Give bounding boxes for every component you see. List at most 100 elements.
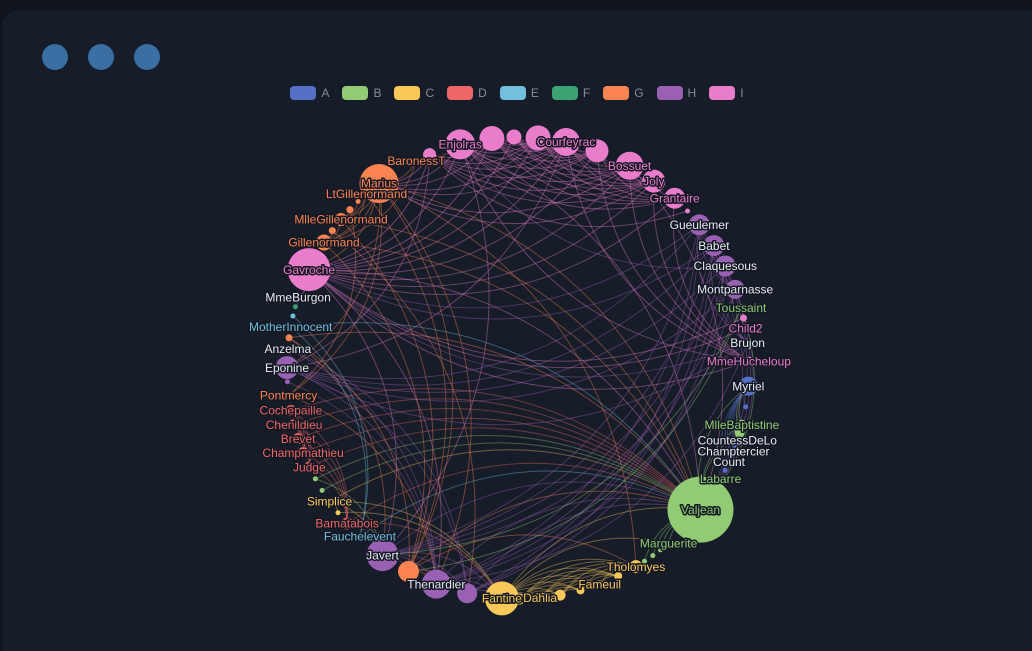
graph-node-Perpetue[interactable] <box>335 510 341 516</box>
graph-node-Bamatabois[interactable] <box>341 517 354 530</box>
window-dot-2[interactable] <box>88 44 114 70</box>
graph-node-Jondrette[interactable] <box>292 304 298 310</box>
window-dot-1[interactable] <box>42 44 68 70</box>
graph-node-Gueulemer[interactable] <box>688 214 710 236</box>
graph-node-Enjolras[interactable] <box>445 129 476 160</box>
graph-node-Blacheville[interactable] <box>576 586 585 595</box>
graph-node-MmeMagloire[interactable] <box>734 427 745 438</box>
graph-node-Child1[interactable] <box>740 314 747 322</box>
graph-node-MmeBurgon[interactable] <box>294 293 302 301</box>
graph-node-Dahlia[interactable] <box>534 592 546 604</box>
graph-node-Courfeyrac[interactable] <box>552 128 580 156</box>
graph-node-Napoleon[interactable] <box>743 404 749 410</box>
graph-node-MlleBaptistine[interactable] <box>736 419 747 430</box>
graph-node-Marius[interactable] <box>359 164 399 203</box>
graph-node-Judge[interactable] <box>303 461 315 473</box>
graph-node-Valjean[interactable] <box>667 476 734 543</box>
graph-node-Toussaint[interactable] <box>737 304 745 312</box>
graph-node-Grantaire[interactable] <box>664 187 686 209</box>
legend-item-G[interactable]: G <box>603 86 644 100</box>
graph-node-Labarre[interactable] <box>718 476 724 482</box>
graph-node-Pontmercy[interactable] <box>285 391 293 399</box>
graph-node-Woman2[interactable] <box>285 334 293 342</box>
legend-item-F[interactable]: F <box>551 86 590 100</box>
graph-edge-Dahlia-Fameuil <box>539 580 600 599</box>
window-dot-3[interactable] <box>134 44 160 70</box>
legend-item-C[interactable]: C <box>394 86 434 100</box>
graph-label-Courfeyrac: Courfeyrac <box>537 135 596 149</box>
graph-node-MmeDeR[interactable] <box>658 547 663 553</box>
graph-node-Cosette[interactable] <box>398 560 419 582</box>
graph-label-Javert: Javert <box>366 548 399 562</box>
graph-node-Eponine[interactable] <box>275 356 299 380</box>
graph-node-Woman1[interactable] <box>312 476 318 482</box>
graph-node-Gervais[interactable] <box>642 558 647 564</box>
graph-node-Prouvaire[interactable] <box>506 129 522 145</box>
graph-node-CountessDeLo[interactable] <box>734 438 740 443</box>
legend-item-B[interactable]: B <box>342 86 381 100</box>
graph-node-MlleGillenormand[interactable] <box>334 213 348 226</box>
graph-node-Mabeuf[interactable] <box>423 148 437 162</box>
graph-node-Brujon[interactable] <box>743 338 753 348</box>
graph-node-Child2[interactable] <box>742 324 750 332</box>
legend-item-A[interactable]: A <box>290 86 329 100</box>
graph-node-Tholomyes[interactable] <box>629 560 643 574</box>
graph-edge-Champmathieu-Bamatabois <box>302 452 348 524</box>
graph-node-Magnon[interactable] <box>328 227 336 235</box>
graph-node-Cravatte[interactable] <box>728 454 734 460</box>
graph-node-Brevet[interactable] <box>292 433 304 445</box>
graph-node-Montparnasse[interactable] <box>725 279 745 299</box>
graph-node-Isabeau[interactable] <box>650 553 656 559</box>
graph-node-Cochepaille[interactable] <box>285 405 297 416</box>
graph-node-Count[interactable] <box>726 459 732 465</box>
graph-node-Boulatruelle[interactable] <box>284 379 290 385</box>
graph-node-Myriel[interactable] <box>738 376 758 396</box>
legend-item-H[interactable]: H <box>656 86 696 100</box>
graph-node-Anzelma[interactable] <box>284 345 292 353</box>
graph-label-Tholomyes: Tholomyes <box>607 560 666 574</box>
graph-node-Combeferre[interactable] <box>479 126 505 151</box>
graph-node-Feuilly[interactable] <box>525 125 551 151</box>
graph-edge-Zephine-Listolier <box>519 570 619 600</box>
legend-item-D[interactable]: D <box>447 86 487 100</box>
graph-node-Champtercier[interactable] <box>731 448 736 454</box>
graph-label-Child2: Child2 <box>729 322 763 336</box>
graph-node-Chenildieu[interactable] <box>288 419 300 431</box>
graph-node-Simplice[interactable] <box>325 497 334 506</box>
graph-label-Champtercier: Champtercier <box>697 444 769 458</box>
graph-node-MmeHucheloup[interactable] <box>744 356 754 366</box>
graph-node-MotherPlutarch[interactable] <box>685 208 690 214</box>
graph-label-Montparnasse: Montparnasse <box>697 283 773 297</box>
graph-node-Javert[interactable] <box>366 539 399 572</box>
graph-node-Joly[interactable] <box>642 169 666 193</box>
graph-node-Bossuet[interactable] <box>615 151 644 180</box>
graph-label-Dahlia: Dahlia <box>523 591 557 605</box>
graph-node-Fameuil[interactable] <box>595 580 604 589</box>
graph-label-Fantine: Fantine <box>482 592 522 606</box>
graph-node-Babet[interactable] <box>703 235 725 257</box>
graph-node-Champmathieu[interactable] <box>297 447 309 459</box>
graph-node-Scaufflaire[interactable] <box>319 487 325 493</box>
graph-node-MmeThenardier[interactable] <box>457 583 478 604</box>
graph-edge-Bossuet-Combeferre <box>491 138 630 176</box>
graph-node-Geborand[interactable] <box>733 443 738 449</box>
graph-node-Gribier[interactable] <box>290 313 296 319</box>
graph-node-Marguerite[interactable] <box>665 539 673 547</box>
graph-edge-Marius-Pontmercy <box>288 183 383 396</box>
legend-item-I[interactable]: I <box>709 86 744 100</box>
graph-node-Favourite[interactable] <box>554 589 566 601</box>
graph-node-MotherInnocent[interactable] <box>287 323 295 331</box>
graph-node-Gillenormand[interactable] <box>316 234 332 251</box>
graph-node-MlleVaubois[interactable] <box>355 198 361 204</box>
graph-node-Thenardier[interactable] <box>421 569 451 599</box>
graph-node-Gavroche[interactable] <box>287 248 331 292</box>
graph-node-Bahorel[interactable] <box>585 139 609 163</box>
graph-node-Fantine[interactable] <box>484 581 519 616</box>
graph-node-BaronessT[interactable] <box>412 157 420 165</box>
graph-node-OldMan[interactable] <box>722 467 728 473</box>
legend-item-E[interactable]: E <box>499 86 539 100</box>
graph-node-MmePontmercy[interactable] <box>346 206 354 214</box>
graph-node-Claquesous[interactable] <box>714 255 736 277</box>
graph-node-Fauchelevent[interactable] <box>356 532 364 540</box>
graph-node-Listolier[interactable] <box>614 572 623 581</box>
